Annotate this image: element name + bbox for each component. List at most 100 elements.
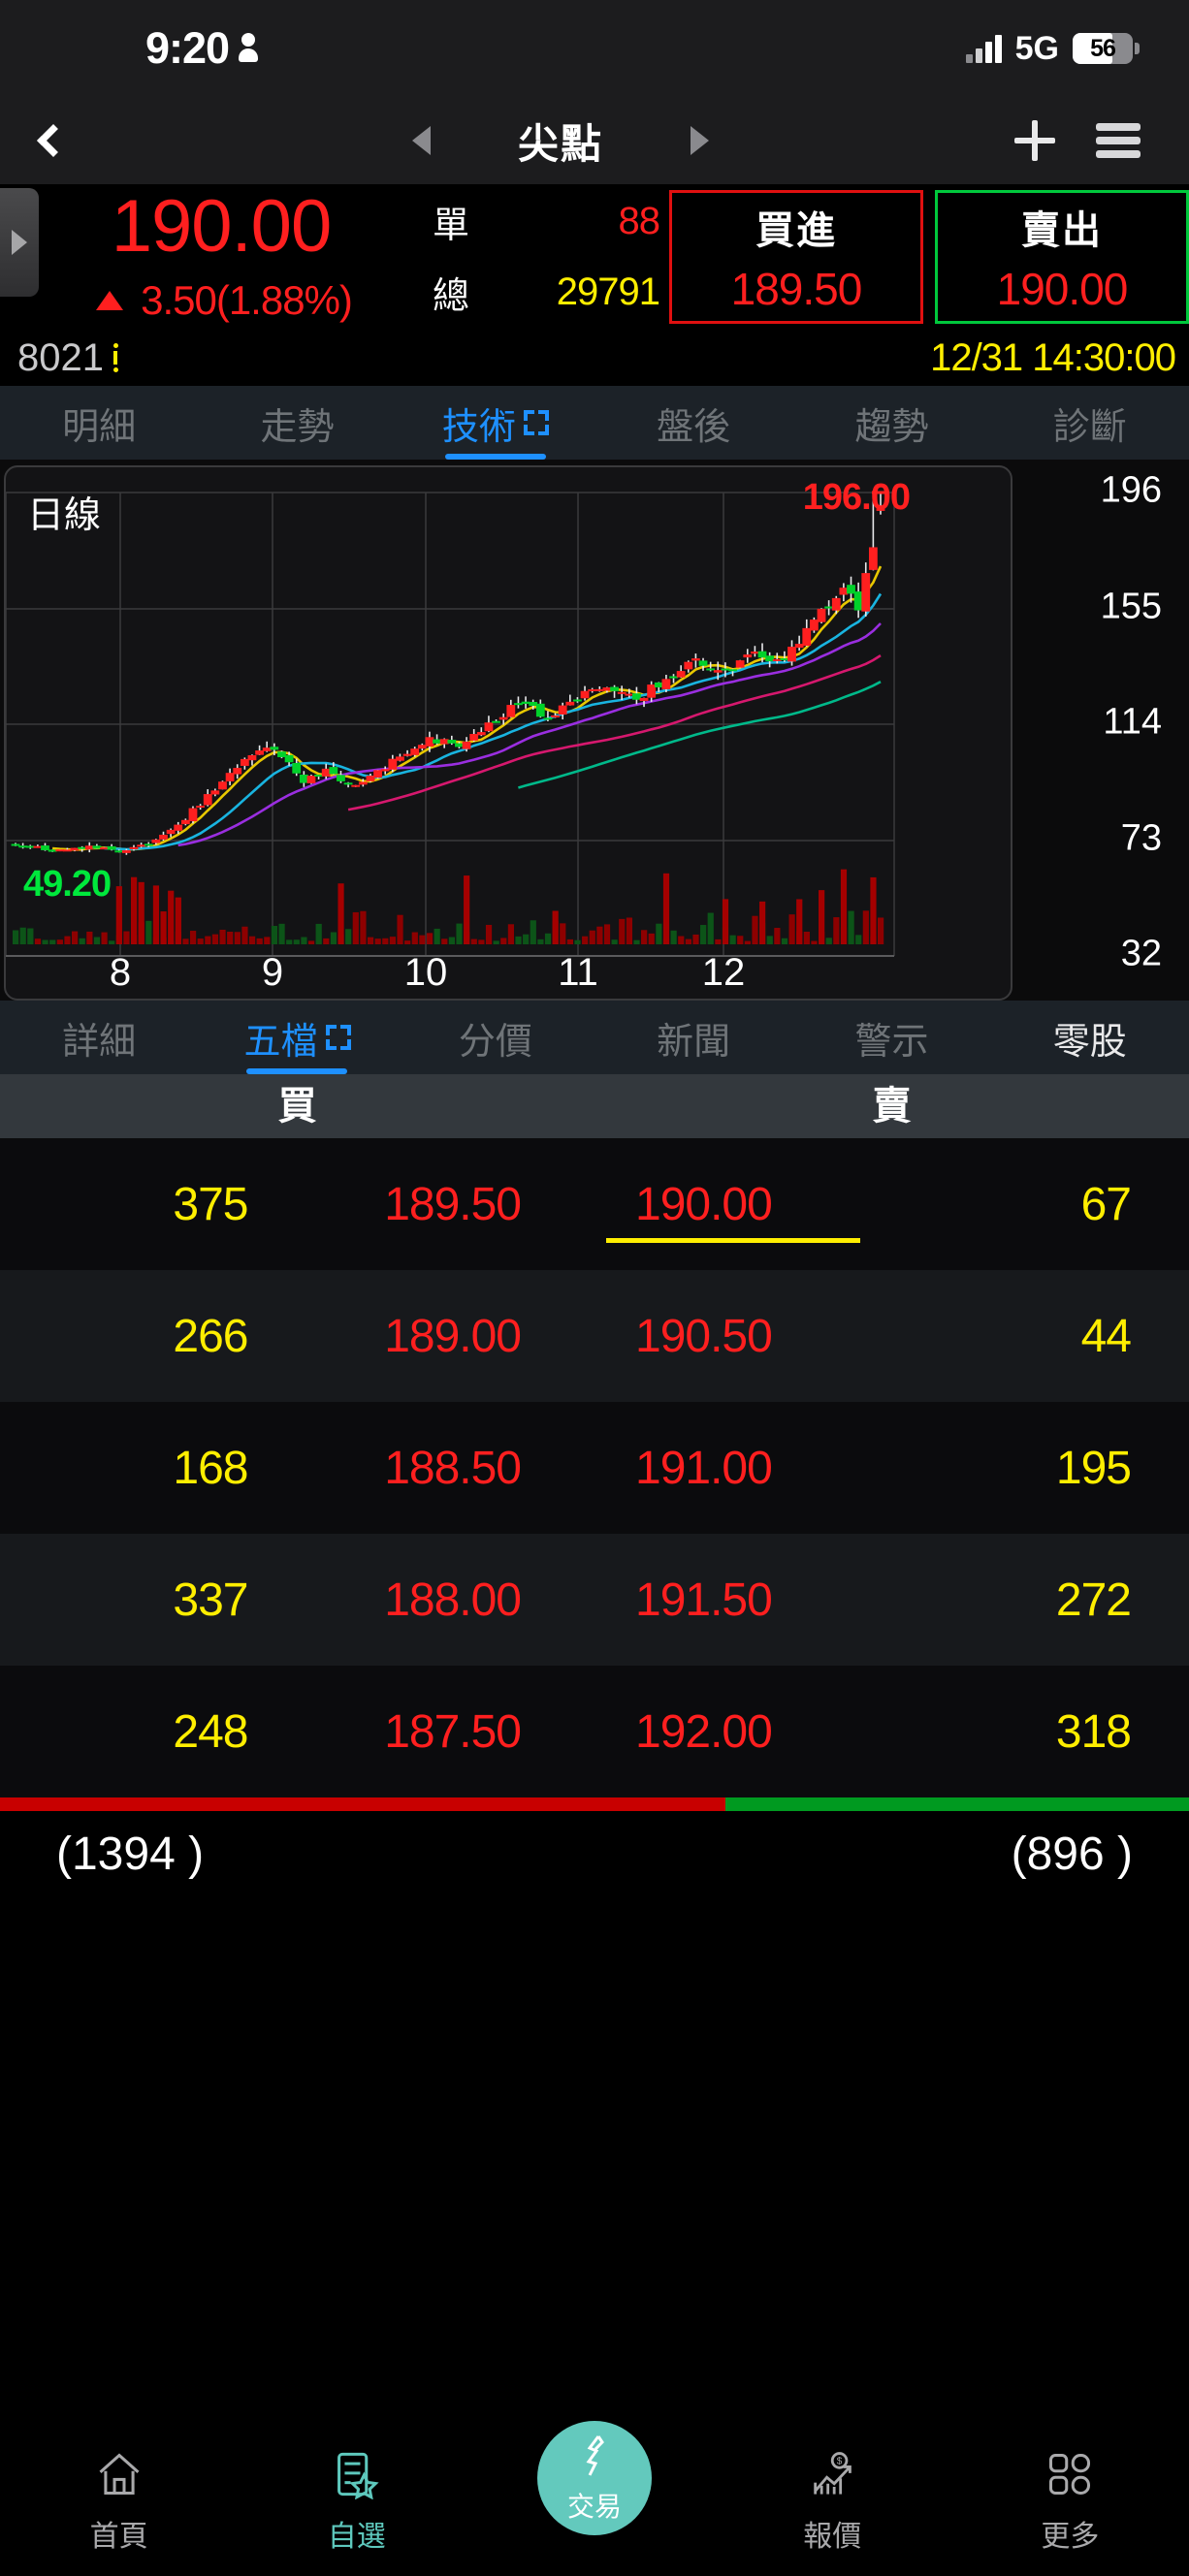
tab-main-3[interactable]: 盤後 xyxy=(594,386,792,460)
network-type-label: 5G xyxy=(1014,29,1059,67)
buy-sell-ratio-bar xyxy=(0,1797,1189,1811)
order-book-row[interactable]: 337 188.00 191.50 272 xyxy=(0,1534,1189,1666)
tab-main-4[interactable]: 趨勢 xyxy=(792,386,990,460)
tab-main-1[interactable]: 走勢 xyxy=(198,386,396,460)
expand-icon xyxy=(325,1025,351,1050)
tab-main-label: 技術 xyxy=(441,406,516,448)
last-price: 190.00 xyxy=(111,185,332,268)
candlestick-chart[interactable]: 日線 196.00 49.20 8 9 10 11 12 xyxy=(4,465,1012,1001)
navigation-bar: 尖點 xyxy=(0,97,1189,184)
next-stock-button[interactable] xyxy=(691,126,709,155)
person-icon xyxy=(239,33,259,64)
chevron-left-icon xyxy=(37,124,70,157)
buy-quantity: 375 xyxy=(173,1178,248,1230)
tab-underline xyxy=(444,454,546,460)
x-tick: 10 xyxy=(403,951,448,994)
tab-sub-label: 詳細 xyxy=(62,1021,137,1063)
last-price-block: 190.00 3.50(1.88%) xyxy=(0,184,407,330)
bottom-nav-item-1[interactable]: 自選 xyxy=(238,2431,475,2555)
order-book-table: 375 189.50 190.00 67 266 189.00 190.50 44 168 188… xyxy=(0,1138,1189,1797)
tab-sub-2[interactable]: 分價 xyxy=(397,1001,594,1074)
order-book-row[interactable]: 266 189.00 190.50 44 xyxy=(0,1270,1189,1402)
order-book-totals: (1394 ) (896 ) xyxy=(0,1811,1189,1896)
quote-chart-icon: $ xyxy=(807,2446,857,2502)
cellular-signal-icon xyxy=(965,34,1002,63)
tab-main-5[interactable]: 診斷 xyxy=(991,386,1189,460)
tab-underline xyxy=(246,1068,348,1074)
total-volume-value: 29791 xyxy=(556,270,660,313)
tab-sub-4[interactable]: 警示 xyxy=(792,1001,990,1074)
bottom-nav-label: 更多 xyxy=(1041,2521,1100,2553)
sell-quantity: 195 xyxy=(1055,1442,1132,1494)
x-tick: 12 xyxy=(701,951,746,994)
symbol-code-group[interactable]: 8021 xyxy=(17,336,118,380)
order-book-row[interactable]: 375 189.50 190.00 67 xyxy=(0,1138,1189,1270)
bottom-nav-item-4[interactable]: 更多 xyxy=(951,2431,1189,2555)
nav-right xyxy=(1014,120,1189,161)
tab-sub-label: 新聞 xyxy=(657,1021,731,1063)
tab-sub-5[interactable]: 零股 xyxy=(991,1001,1189,1074)
order-book-sell-header: 賣 xyxy=(872,1085,912,1128)
tab-sub-label: 分價 xyxy=(458,1021,532,1063)
triangle-up-icon xyxy=(96,291,124,310)
sell-price: 191.00 xyxy=(635,1442,773,1494)
sell-price: 190.00 xyxy=(635,1178,773,1230)
side-drawer-handle[interactable] xyxy=(0,188,39,297)
tab-main-0[interactable]: 明細 xyxy=(0,386,198,460)
trade-fab-button[interactable]: 交易 xyxy=(537,2421,652,2535)
best-ask-underline xyxy=(606,1238,861,1243)
y-tick: 114 xyxy=(1103,701,1162,743)
prev-stock-button[interactable] xyxy=(411,126,431,155)
bottom-nav-label: 報價 xyxy=(803,2521,862,2553)
plus-icon[interactable] xyxy=(1014,120,1055,161)
tab-sub-3[interactable]: 新聞 xyxy=(594,1001,792,1074)
battery-level-label: 56 xyxy=(1090,34,1116,62)
sell-price: 191.50 xyxy=(635,1574,773,1626)
page-title: 尖點 xyxy=(517,120,603,167)
sell-total: (896 ) xyxy=(1011,1828,1133,1880)
status-bar-left: 9:20 xyxy=(0,23,259,74)
x-tick: 8 xyxy=(109,951,132,994)
chart-svg xyxy=(6,491,895,957)
tab-sub-1[interactable]: 五檔 xyxy=(198,1001,396,1074)
nav-center: 尖點 xyxy=(107,111,1014,171)
total-volume-label: 總 xyxy=(432,276,469,317)
grid-more-icon xyxy=(1044,2446,1095,2502)
order-book-row[interactable]: 168 188.50 191.00 195 xyxy=(0,1402,1189,1534)
chart-low-label: 49.20 xyxy=(23,864,112,905)
buy-price: 188.50 xyxy=(384,1442,522,1494)
bottom-nav-item-0[interactable]: 首頁 xyxy=(0,2431,238,2555)
sell-price: 190.50 xyxy=(635,1310,773,1362)
sell-button-label: 賣出 xyxy=(1021,209,1103,252)
back-button[interactable] xyxy=(0,124,107,157)
buy-button[interactable]: 買進 189.50 xyxy=(669,190,923,324)
single-volume-row: 單 88 xyxy=(407,195,660,248)
chart-x-axis: 8 9 10 11 12 xyxy=(6,937,1011,999)
tab-main-2[interactable]: 技術 xyxy=(397,386,594,460)
order-book-buy-header: 買 xyxy=(277,1085,317,1128)
tab-sub-0[interactable]: 詳細 xyxy=(0,1001,198,1074)
expand-icon xyxy=(523,410,549,435)
bottom-nav-item-3[interactable]: $ 報價 xyxy=(714,2431,951,2555)
sell-quantity: 318 xyxy=(1055,1705,1132,1758)
y-tick: 155 xyxy=(1100,586,1162,626)
home-icon xyxy=(94,2446,145,2502)
tab-main-label: 診斷 xyxy=(1052,406,1127,448)
volume-block: 單 88 總 29791 xyxy=(407,184,669,330)
symbol-code: 8021 xyxy=(17,335,104,379)
order-book-row[interactable]: 248 187.50 192.00 318 xyxy=(0,1666,1189,1797)
buy-total: (1394 ) xyxy=(56,1828,205,1880)
watchlist-star-icon xyxy=(332,2446,382,2502)
quote-panel: 190.00 3.50(1.88%) 單 88 總 29791 買進 189.5… xyxy=(0,184,1189,330)
bottom-nav-item-2[interactable]: 交易 xyxy=(475,2421,713,2535)
updown-flag-icon xyxy=(112,343,118,372)
buy-quantity: 337 xyxy=(173,1574,248,1626)
bottom-nav-label: 自選 xyxy=(327,2521,386,2553)
status-bar-right: 5G 56 xyxy=(965,29,1140,68)
hamburger-menu-icon[interactable] xyxy=(1096,123,1141,158)
buy-price: 187.50 xyxy=(384,1705,522,1758)
sell-button[interactable]: 賣出 190.00 xyxy=(935,190,1189,324)
status-bar: 9:20 5G 56 xyxy=(0,0,1189,97)
ratio-sell-segment xyxy=(724,1797,1189,1811)
sell-price: 192.00 xyxy=(635,1705,773,1758)
